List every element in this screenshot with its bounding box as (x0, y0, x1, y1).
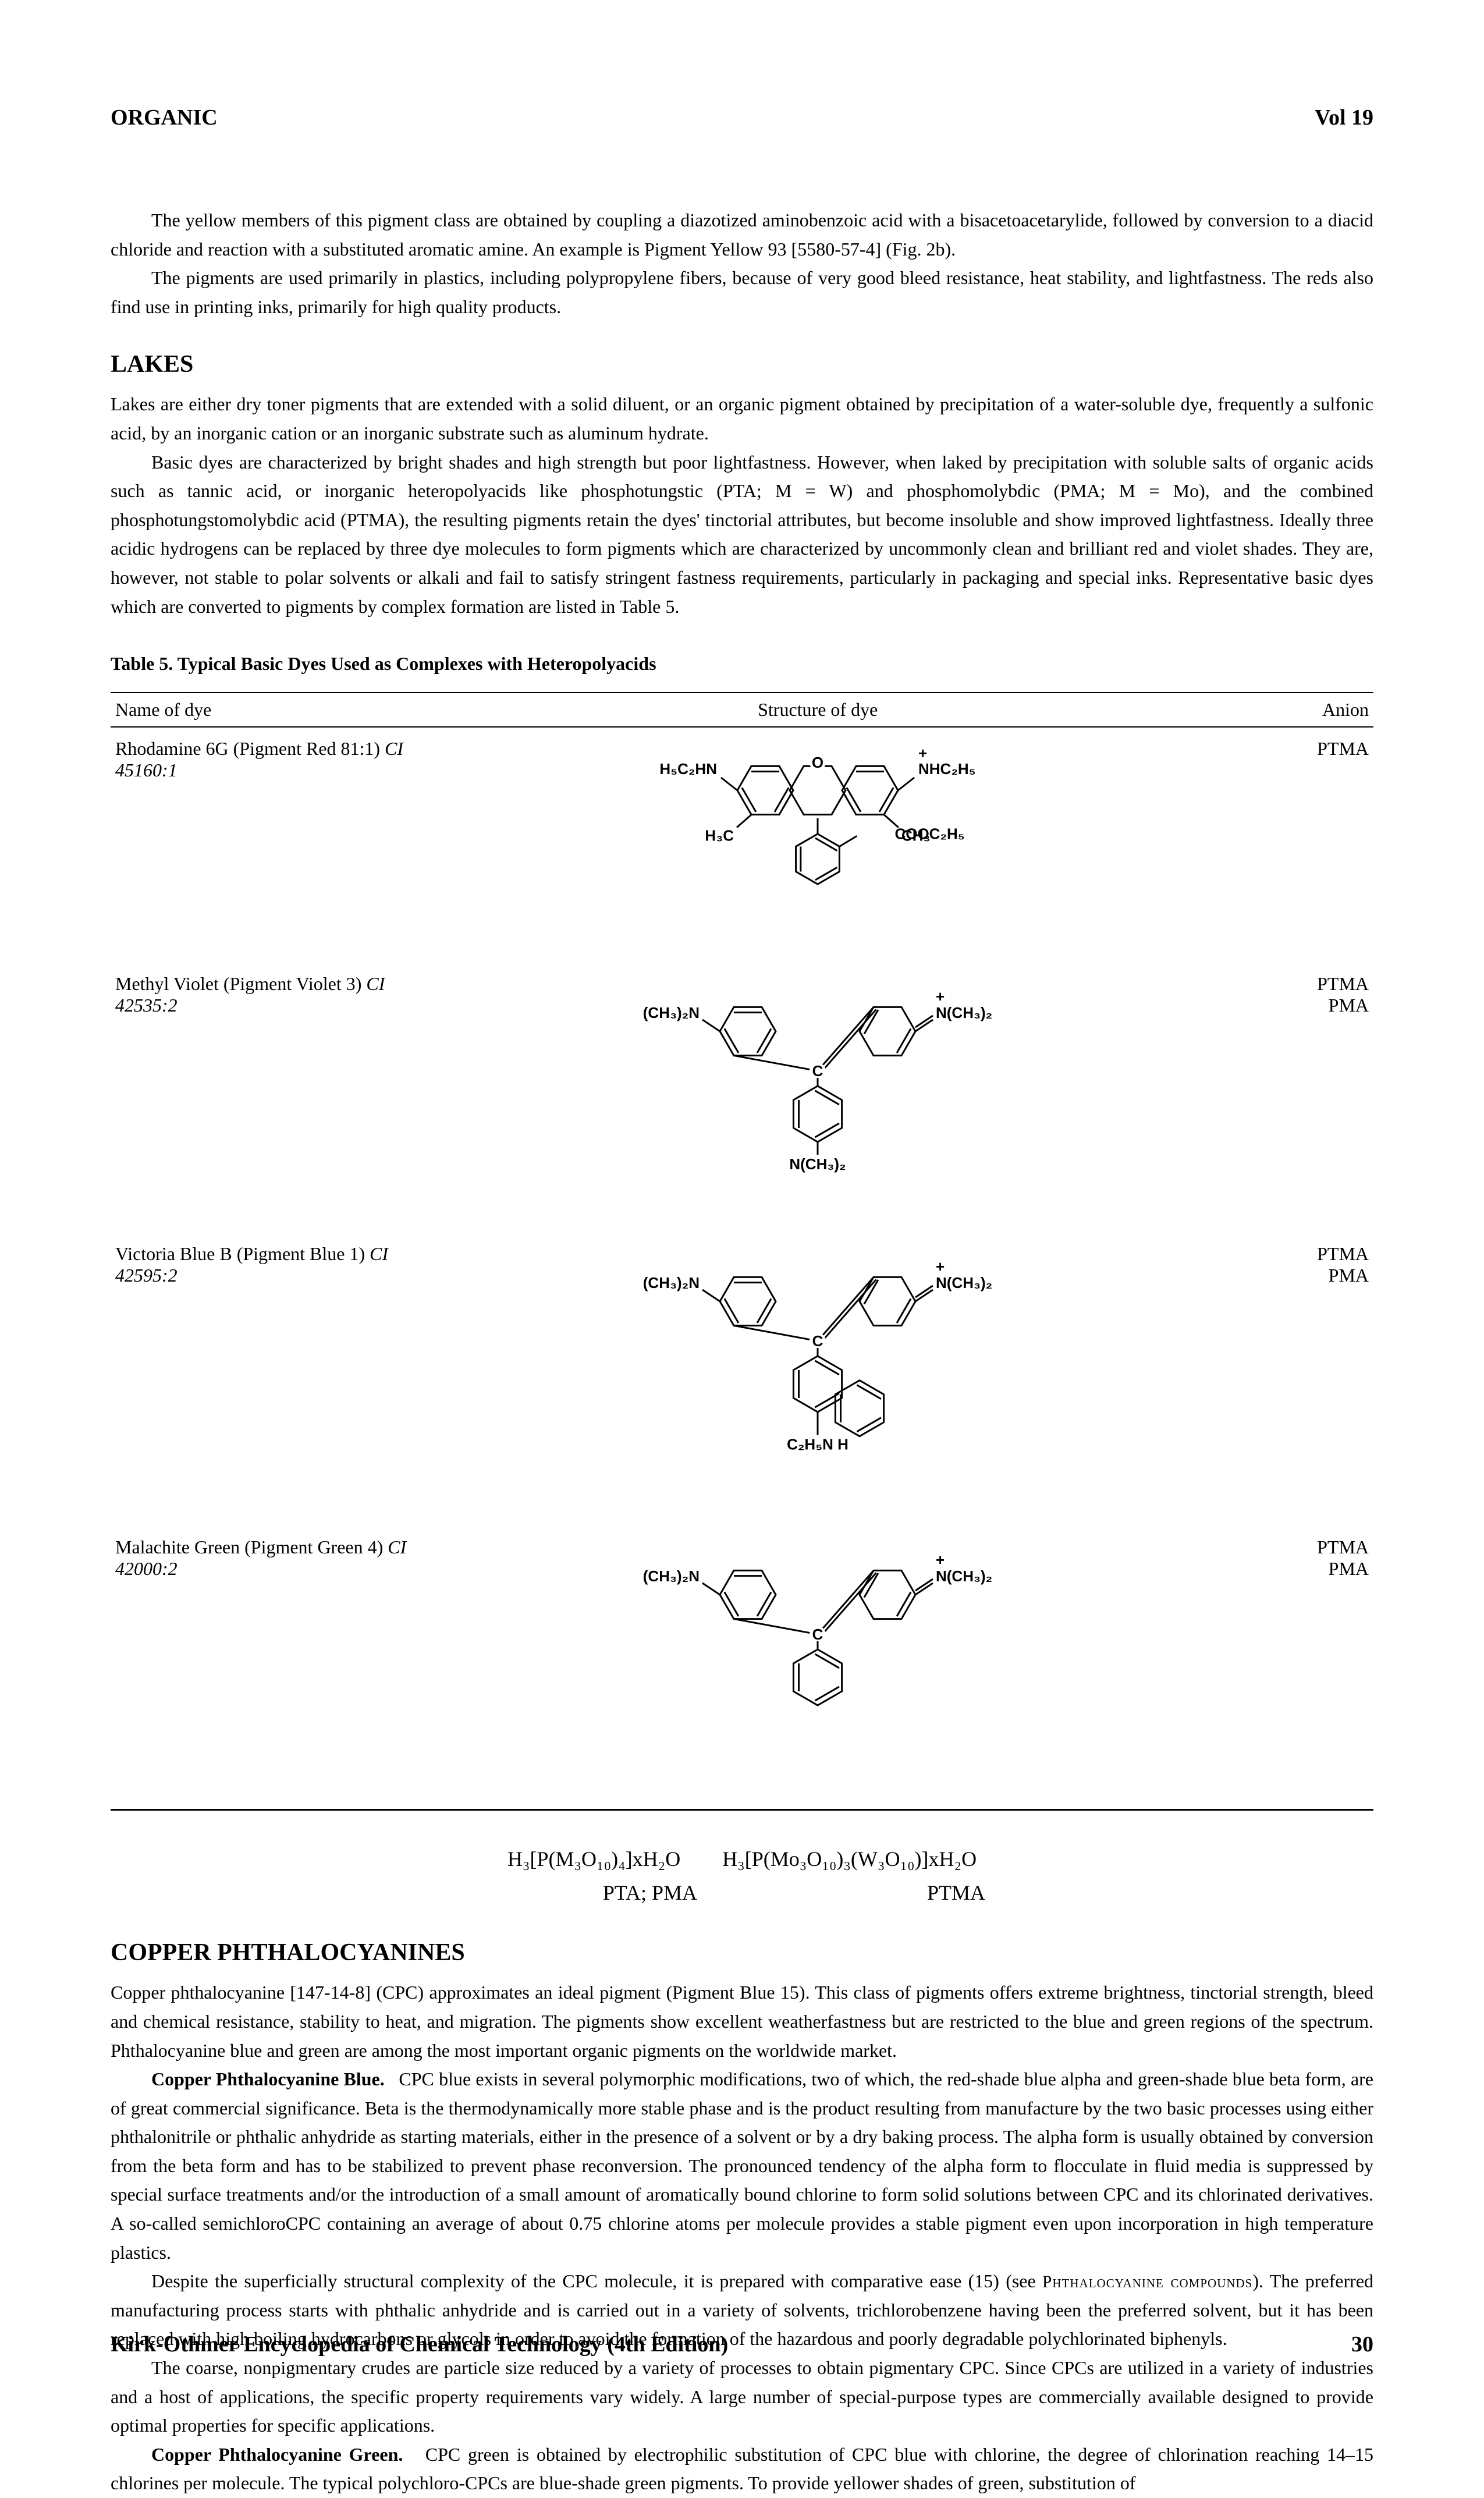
intro-p1-text: The yellow members of this pigment class… (111, 210, 1373, 260)
dye-name-cell: Rhodamine 6G (Pigment Red 81:1) CI 45160… (111, 727, 452, 963)
svg-text:NHC₂H₅: NHC₂H₅ (918, 760, 976, 778)
svg-text:C: C (812, 1062, 823, 1080)
header-left: ORGANIC (111, 105, 218, 130)
intro-para-1: The yellow members of this pigment class… (111, 206, 1373, 264)
svg-text:C: C (812, 1626, 823, 1643)
svg-text:+: + (936, 1258, 945, 1275)
page-footer: Kirk-Othmer Encyclopedia of Chemical Tec… (111, 2332, 1373, 2357)
intro-para-2: The pigments are used primarily in plast… (111, 264, 1373, 321)
lakes-para-1: Lakes are either dry toner pigments that… (111, 390, 1373, 448)
structure-cell: C (CH₃)₂N N(CH₃)₂+ (452, 1526, 1184, 1810)
copper-p2-runin: Copper Phthalocyanine Blue. (151, 2068, 385, 2089)
col-name: Name of dye (111, 693, 452, 727)
anion-cell: PTMAPMA (1184, 963, 1373, 1233)
svg-text:H₅C₂HN: H₅C₂HN (660, 760, 718, 778)
formula-1-left: H₃[P(M₃O₁₀)₄]xH₂O (507, 1847, 680, 1871)
copper-p4-text: The coarse, nonpigmentary crudes are par… (111, 2357, 1373, 2436)
footer-right: 30 (1351, 2332, 1373, 2357)
copper-p1: Copper phthalocyanine [147-14-8] (CPC) a… (111, 1978, 1373, 2065)
formula-block: H₃[P(M₃O₁₀)₄]xH₂O H₃[P(Mo₃O₁₀)₃(W₃O₁₀)]x… (111, 1843, 1373, 1910)
lakes-p1-text: Lakes are either dry toner pigments that… (111, 393, 1373, 443)
table-row: Methyl Violet (Pigment Violet 3) CI 4253… (111, 963, 1373, 1233)
section-copper-title: COPPER PHTHALOCYANINES (111, 1939, 1373, 1967)
table-row: Victoria Blue B (Pigment Blue 1) CI 4259… (111, 1233, 1373, 1526)
svg-text:(CH₃)₂N: (CH₃)₂N (643, 1274, 700, 1291)
dyes-table: Name of dye Structure of dye Anion Rhoda… (111, 692, 1373, 1811)
svg-text:+: + (918, 744, 927, 762)
col-structure: Structure of dye (452, 693, 1184, 727)
col-anion: Anion (1184, 693, 1373, 727)
svg-text:CH₃: CH₃ (901, 827, 931, 845)
phthalocyanine-smallcaps: Phthalocyanine compounds (1042, 2273, 1252, 2291)
page-header: ORGANIC Vol 19 (111, 105, 1373, 130)
footer-left: Kirk-Othmer Encyclopedia of Chemical Tec… (111, 2332, 728, 2357)
svg-text:(CH₃)₂N: (CH₃)₂N (643, 1567, 700, 1585)
svg-text:+: + (936, 988, 945, 1005)
page: ORGANIC Vol 19 The yellow members of thi… (0, 0, 1484, 2444)
svg-text:N(CH₃)₂: N(CH₃)₂ (790, 1155, 846, 1173)
anion-cell: PTMA (1184, 727, 1373, 963)
formula-2-right: PTMA (927, 1881, 985, 1904)
svg-text:H₃C: H₃C (705, 827, 734, 845)
structure-cell: C(CH₃)₂NN(CH₃)₂+N(CH₃)₂ (452, 963, 1184, 1233)
intro-p2-text: The pigments are used primarily in plast… (111, 267, 1373, 317)
anion-cell: PTMAPMA (1184, 1233, 1373, 1526)
table-row: Rhodamine 6G (Pigment Red 81:1) CI 45160… (111, 727, 1373, 963)
copper-p2-text: CPC blue exists in several polymorphic m… (111, 2068, 1373, 2263)
copper-p5-runin: Copper Phthalocyanine Green. (151, 2444, 403, 2465)
svg-text:N(CH₃)₂: N(CH₃)₂ (936, 1274, 992, 1291)
copper-p1-text: Copper phthalocyanine [147-14-8] (CPC) a… (111, 1982, 1373, 2060)
svg-text:N(CH₃)₂: N(CH₃)₂ (936, 1004, 992, 1021)
anion-cell: PTMAPMA (1184, 1526, 1373, 1810)
svg-text:O: O (812, 754, 823, 771)
lakes-para-2: Basic dyes are characterized by bright s… (111, 448, 1373, 622)
copper-p3a-text: Despite the superficially structural com… (151, 2270, 1042, 2291)
formula-2-left: PTA; PMA (499, 1876, 801, 1910)
table-body: Rhodamine 6G (Pigment Red 81:1) CI 45160… (111, 727, 1373, 1810)
copper-p2: Copper Phthalocyanine Blue. CPC blue exi… (111, 2065, 1373, 2267)
svg-text:C₂H₅N H: C₂H₅N H (787, 1436, 848, 1453)
structure-cell: OCOOC₂H₅H₅C₂HNNHC₂H₅+H₃CCH₃ (452, 727, 1184, 963)
svg-text:N(CH₃)₂: N(CH₃)₂ (936, 1567, 992, 1585)
svg-text:C: C (812, 1332, 823, 1350)
svg-text:(CH₃)₂N: (CH₃)₂N (643, 1004, 700, 1021)
table-row: Malachite Green (Pigment Green 4) CI 420… (111, 1526, 1373, 1810)
lakes-p2-text: Basic dyes are characterized by bright s… (111, 452, 1373, 617)
copper-p4: The coarse, nonpigmentary crudes are par… (111, 2354, 1373, 2440)
table-header-row: Name of dye Structure of dye Anion (111, 693, 1373, 727)
header-right: Vol 19 (1315, 105, 1373, 130)
formula-1-right: H₃[P(Mo₃O₁₀)₃(W₃O₁₀)]xH₂O (722, 1847, 977, 1871)
section-lakes-title: LAKES (111, 350, 1373, 378)
dye-name-cell: Malachite Green (Pigment Green 4) CI 420… (111, 1526, 452, 1810)
structure-cell: C (CH₃)₂N N(CH₃)₂+ C₂H₅N H (452, 1233, 1184, 1526)
copper-p5: Copper Phthalocyanine Green. CPC green i… (111, 2440, 1373, 2498)
svg-text:+: + (936, 1551, 945, 1569)
dye-name-cell: Methyl Violet (Pigment Violet 3) CI 4253… (111, 963, 452, 1233)
dye-name-cell: Victoria Blue B (Pigment Blue 1) CI 4259… (111, 1233, 452, 1526)
table-caption: Table 5. Typical Basic Dyes Used as Comp… (111, 653, 1373, 675)
